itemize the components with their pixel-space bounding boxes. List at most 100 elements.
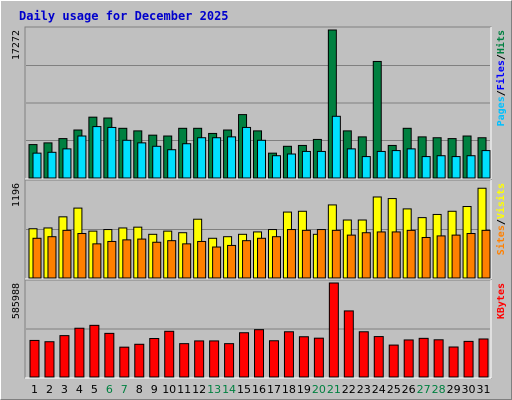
bar-files-day-17 [271,155,281,179]
bar-kbytes-day-29 [448,346,459,378]
bar-kbytes-day-25 [388,344,399,378]
bar-kbytes-day-17 [268,340,279,378]
bar-kbytes-day-7 [119,346,130,378]
bar-files-day-4 [77,135,87,179]
bar-kbytes-day-18 [283,331,294,378]
x-tick-label-day-25: 25 [387,383,401,396]
x-tick-label-day-13: 13 [207,383,221,396]
x-tick-label-day-28: 28 [432,383,446,396]
bar-sites-day-27 [421,236,431,279]
bar-sites-day-12 [197,240,207,279]
bar-sites-day-6 [107,240,117,279]
bar-kbytes-day-20 [313,337,324,378]
bar-files-day-28 [436,155,446,179]
bar-sites-day-11 [182,243,192,279]
bar-files-day-12 [197,137,207,179]
bar-files-day-27 [421,156,431,179]
legend-visits-sites: Sites/Visits [495,183,507,255]
bar-files-day-16 [257,139,267,179]
bar-sites-day-21 [331,229,341,279]
bar-kbytes-day-12 [194,340,205,378]
bar-sites-day-17 [271,236,281,279]
bar-sites-day-18 [286,229,296,279]
y-max-label-visits-sites: 1196 [11,183,22,207]
bar-files-day-31 [481,150,491,179]
bar-sites-day-16 [257,237,267,279]
bar-sites-day-28 [436,235,446,279]
bar-files-day-15 [242,126,252,179]
x-tick-label-day-24: 24 [372,383,386,396]
bar-kbytes-day-9 [149,338,160,378]
bar-sites-day-24 [376,231,386,279]
x-tick-label-day-4: 4 [76,383,83,396]
y-max-label-kbytes: 585988 [11,283,22,319]
x-tick-label-day-8: 8 [136,383,143,396]
bar-kbytes-day-31 [478,338,489,378]
bar-kbytes-day-14 [224,343,235,378]
bar-kbytes-day-26 [403,339,414,378]
bar-sites-day-3 [62,229,72,279]
bar-sites-day-9 [152,241,162,279]
bar-files-day-20 [316,150,326,179]
bar-sites-day-23 [361,232,371,279]
bar-sites-day-10 [167,240,177,279]
bar-kbytes-day-13 [209,340,220,378]
bar-kbytes-day-16 [254,329,265,378]
bar-files-day-30 [466,155,476,179]
bar-files-day-29 [451,156,461,179]
bar-files-day-19 [301,150,311,179]
bar-sites-day-1 [32,237,42,279]
legend-item-hits-files-pages-0: Pages [496,96,507,126]
bar-files-day-2 [47,151,57,179]
bar-sites-day-7 [122,239,132,279]
bar-kbytes-day-10 [164,330,175,378]
x-tick-label-day-9: 9 [151,383,158,396]
bar-files-day-23 [361,156,371,179]
bar-kbytes-day-4 [74,327,85,378]
legend-item-visits-sites-0: Sites [495,225,507,255]
bar-kbytes-day-3 [59,335,70,378]
legend-item-kbytes-0: KBytes [496,283,507,319]
legend-item-visits-sites-2: Visits [495,183,507,219]
bar-sites-day-22 [346,234,356,279]
bar-files-day-7 [122,139,132,179]
bar-kbytes-day-30 [463,340,474,378]
bar-sites-day-14 [227,244,237,279]
bar-files-day-11 [182,143,192,179]
x-tick-label-day-10: 10 [162,383,176,396]
bar-files-day-6 [107,126,117,179]
bar-files-day-3 [62,148,72,179]
bar-files-day-24 [376,150,386,179]
bar-sites-day-4 [77,233,87,279]
bar-sites-day-8 [137,238,147,279]
x-tick-label-day-27: 27 [417,383,431,396]
bar-kbytes-day-15 [239,332,250,378]
x-tick-label-day-21: 21 [327,383,341,396]
x-tick-label-day-20: 20 [312,383,326,396]
bar-files-day-5 [92,126,102,179]
x-tick-label-day-31: 31 [477,383,491,396]
bar-kbytes-day-24 [373,336,384,378]
bar-kbytes-day-11 [179,343,190,378]
x-tick-label-day-7: 7 [121,383,128,396]
bar-kbytes-day-19 [298,336,309,378]
x-tick-label-day-26: 26 [402,383,416,396]
chart-title: Daily usage for December 2025 [19,9,229,23]
bar-kbytes-day-23 [358,331,369,378]
bar-files-day-25 [391,150,401,179]
legend-item-hits-files-pages-4: Hits [495,30,507,54]
x-tick-label-day-30: 30 [462,383,476,396]
bar-sites-day-2 [47,236,57,279]
y-max-label-hits-files-pages: 17272 [11,30,22,60]
x-tick-label-day-18: 18 [282,383,296,396]
bar-files-day-22 [346,148,356,179]
x-tick-label-day-14: 14 [222,383,236,396]
x-tick-label-day-22: 22 [342,383,356,396]
bar-files-day-18 [286,153,296,179]
bar-sites-day-26 [406,229,416,279]
legend-hits-files-pages: Pages/Files/Hits [495,30,507,126]
bar-files-day-8 [137,142,147,179]
bar-kbytes-day-1 [29,339,40,378]
